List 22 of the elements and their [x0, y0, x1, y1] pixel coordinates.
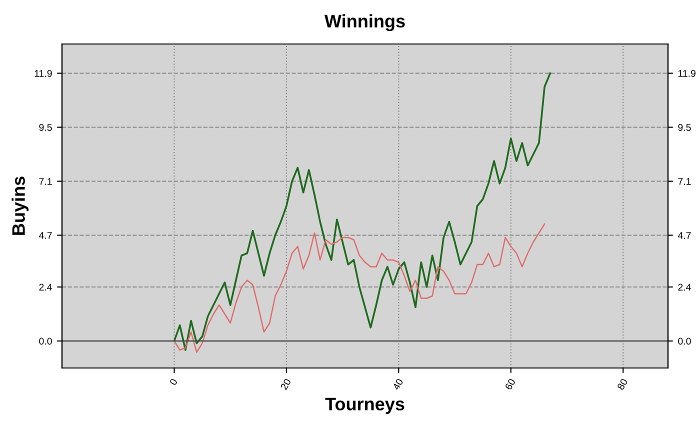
chart-title: Winnings: [324, 14, 405, 32]
y-tick-label: 11.9: [34, 70, 52, 77]
y-tick-label: 0.0: [39, 338, 52, 345]
x-tick-label: 0: [169, 378, 178, 386]
y2-tick-label: 9.5: [678, 124, 691, 131]
y-tick-label: 7.1: [39, 178, 52, 185]
x-axis-title: Tourneys: [325, 398, 404, 414]
y-tick-label: 2.4: [39, 284, 52, 291]
y-tick-label: 4.7: [38, 232, 52, 239]
y-tick-label: 9.5: [39, 124, 52, 131]
y-axis-title: Buyins: [12, 176, 29, 235]
y2-tick-label: 11.9: [678, 70, 696, 77]
y2-tick-label: 2.4: [678, 284, 691, 291]
y2-tick-label: 4.7: [678, 232, 691, 239]
y2-tick-label: 0.0: [678, 338, 691, 345]
x-tick-label: 20: [280, 378, 292, 390]
line-series: [173, 72, 552, 351]
x-tick-label: 80: [616, 378, 628, 390]
x-tick-label: 40: [392, 378, 404, 390]
line-series: [174, 223, 546, 353]
y2-tick-label: 7.1: [678, 178, 691, 185]
x-tick-label: 60: [504, 378, 516, 390]
